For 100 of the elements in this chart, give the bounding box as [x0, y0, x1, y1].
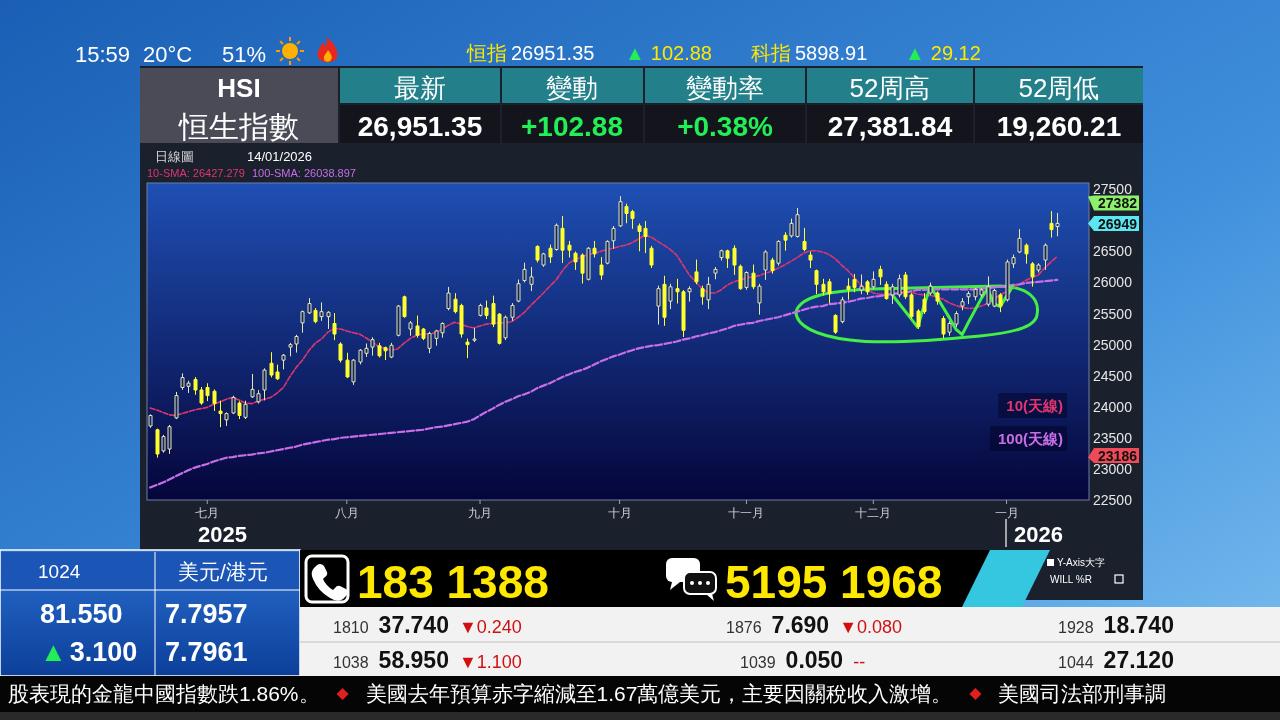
candlestick [1030, 261, 1035, 288]
chart-subtitle: 恒生指數 [178, 110, 299, 143]
candlestick [928, 282, 933, 296]
candlestick [300, 310, 305, 334]
text: 19,260.21 [996, 111, 1122, 142]
text: 1810 37.740 ▼0.240 [333, 612, 522, 638]
line-series [890, 284, 1015, 337]
candlestick [751, 264, 756, 290]
candlestick [700, 285, 705, 306]
candlestick [884, 280, 889, 301]
text: 恒指 [466, 42, 507, 64]
candlestick [656, 285, 661, 326]
candlestick [529, 266, 534, 292]
text: 美國司法部刑事調 [998, 682, 1167, 705]
candlestick [833, 313, 838, 335]
candlestick [592, 240, 597, 258]
x-tick-label: 七月 [195, 506, 220, 520]
candlestick [586, 246, 591, 281]
candlestick [668, 283, 673, 310]
candlestick [859, 273, 864, 295]
candlestick [713, 266, 718, 280]
candlestick [155, 428, 160, 459]
candlestick [966, 290, 971, 305]
candlestick [351, 358, 356, 386]
text: 20°C [143, 42, 193, 67]
y-tick-label: 22500 [1093, 492, 1133, 508]
text: 183 1388 [357, 556, 549, 608]
candlestick [649, 245, 654, 269]
y-tick-label: 24500 [1093, 367, 1133, 384]
text: 15:59 [75, 42, 131, 67]
candlestick [1036, 262, 1041, 273]
candlestick [1049, 210, 1054, 239]
candlestick [725, 249, 730, 269]
candlestick [808, 250, 813, 269]
x-tick-label: 十二月 [855, 506, 892, 520]
candlestick [319, 301, 324, 322]
candlestick [706, 276, 711, 310]
candlestick [599, 256, 604, 281]
candlestick [580, 252, 585, 285]
y-tick-label: 25000 [1093, 336, 1133, 353]
text: 7.7961 [165, 637, 248, 667]
text: 5898.91 [795, 42, 868, 64]
candlestick [370, 336, 375, 357]
candlestick [262, 367, 267, 401]
candlestick [560, 215, 565, 264]
candlestick [313, 307, 318, 324]
candlestick [947, 320, 952, 337]
candlestick [1055, 212, 1060, 237]
y-tick-label: 23500 [1093, 429, 1133, 446]
candlestick [281, 353, 286, 370]
text: 81.550 [40, 599, 123, 629]
text: 7.7957 [165, 599, 248, 629]
candlestick [941, 315, 946, 339]
y-tick-label: 24000 [1093, 398, 1133, 415]
candlestick [224, 411, 229, 427]
text: 美元/港元 [178, 560, 268, 583]
chart-title: HSI [217, 73, 261, 103]
candlestick [871, 270, 876, 290]
candlestick [484, 300, 489, 320]
text: 10-SMA: 26427.279 [147, 167, 245, 179]
candlestick [1043, 242, 1048, 271]
text: 股表現的金龍中國指數跌1.86%。 [8, 682, 320, 705]
candlestick [472, 327, 477, 343]
price-tag: 23186 [1088, 447, 1139, 464]
candlestick [338, 341, 343, 364]
candlestick [783, 231, 788, 252]
candlestick [478, 303, 483, 318]
text: 26951.35 [511, 42, 595, 64]
text: 52周高 [849, 73, 931, 103]
candlestick [618, 195, 623, 228]
text: 5195 1968 [725, 556, 943, 608]
text: 26,951.35 [357, 111, 483, 142]
text: 1024 [38, 561, 81, 582]
candlestick [814, 269, 819, 295]
text: +0.38% [677, 111, 773, 142]
candlestick [1024, 242, 1029, 265]
candlestick [554, 223, 559, 252]
candlestick [345, 352, 350, 379]
text: 27,381.84 [827, 111, 953, 142]
candlestick [212, 388, 217, 412]
text: 變動率 [686, 73, 764, 103]
legend: 10(天線) 100(天線) [989, 393, 1067, 451]
candlestick [396, 304, 401, 337]
candlestick [402, 295, 407, 319]
x-tick-label: 十一月 [728, 506, 765, 520]
text: WILL %R [1050, 574, 1092, 585]
x-tick-label: 九月 [468, 506, 493, 520]
text: 52周低 [1018, 73, 1100, 103]
candlestick [662, 275, 667, 327]
candlestick [694, 259, 699, 285]
text: 最新 [394, 73, 446, 103]
line-series [149, 234, 1059, 417]
candlestick [174, 391, 179, 420]
candlestick [408, 320, 413, 337]
candlestick [757, 283, 762, 316]
candlestick [427, 331, 432, 354]
y-tick-label: 26500 [1093, 243, 1133, 260]
candlestick [878, 265, 883, 286]
y-tick-label: 25500 [1093, 305, 1133, 322]
candlestick [744, 270, 749, 291]
